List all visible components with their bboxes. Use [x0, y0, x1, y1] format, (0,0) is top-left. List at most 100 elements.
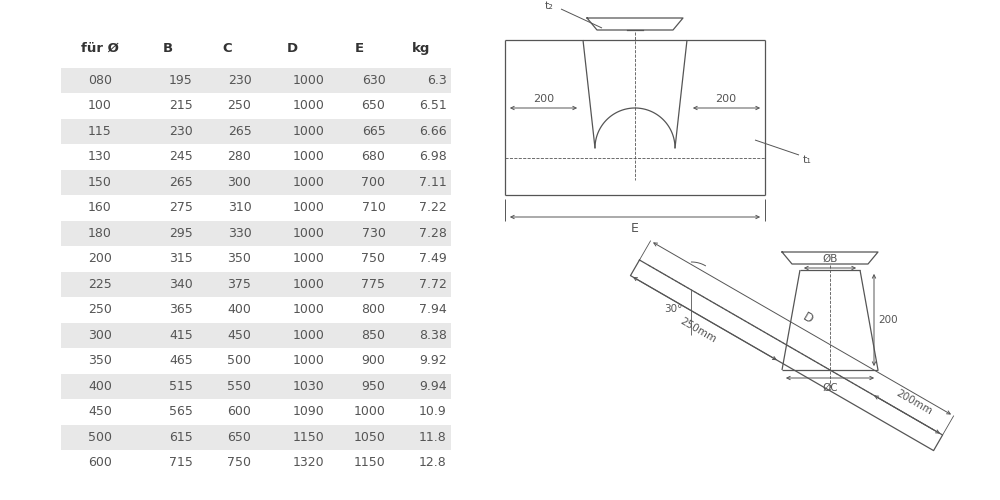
Text: 275: 275 — [169, 201, 193, 214]
FancyBboxPatch shape — [61, 170, 451, 195]
FancyBboxPatch shape — [61, 424, 451, 450]
Text: 1000: 1000 — [292, 278, 324, 291]
Text: 465: 465 — [169, 354, 193, 367]
Text: 1000: 1000 — [292, 354, 324, 367]
Text: 365: 365 — [169, 303, 193, 316]
Text: 230: 230 — [228, 74, 251, 87]
Text: E: E — [631, 222, 639, 234]
Text: 750: 750 — [361, 252, 385, 265]
Text: 1000: 1000 — [292, 201, 324, 214]
Text: 775: 775 — [361, 278, 385, 291]
Text: 550: 550 — [227, 380, 251, 393]
Text: 1150: 1150 — [354, 456, 385, 469]
Text: 180: 180 — [88, 227, 112, 240]
Text: 500: 500 — [88, 430, 112, 444]
Text: 7.28: 7.28 — [419, 227, 447, 240]
Text: 800: 800 — [361, 303, 385, 316]
Text: 1000: 1000 — [292, 227, 324, 240]
Text: ØC: ØC — [822, 383, 838, 393]
Text: 115: 115 — [88, 124, 112, 138]
Text: 340: 340 — [169, 278, 193, 291]
Text: 730: 730 — [362, 227, 385, 240]
Text: 200: 200 — [878, 315, 898, 325]
Text: 1090: 1090 — [293, 405, 324, 418]
Text: 1000: 1000 — [292, 176, 324, 188]
Text: 400: 400 — [88, 380, 112, 393]
Text: 350: 350 — [228, 252, 251, 265]
Text: 295: 295 — [169, 227, 193, 240]
Text: 230: 230 — [169, 124, 193, 138]
Text: C: C — [222, 42, 232, 55]
Text: 710: 710 — [362, 201, 385, 214]
Text: 7.49: 7.49 — [419, 252, 447, 265]
Text: 1050: 1050 — [354, 430, 385, 444]
Text: 245: 245 — [169, 150, 193, 164]
Text: 615: 615 — [169, 430, 193, 444]
Text: 1000: 1000 — [292, 303, 324, 316]
FancyBboxPatch shape — [61, 68, 451, 93]
Text: 100: 100 — [88, 99, 112, 112]
Text: kg: kg — [411, 42, 430, 55]
Text: 1000: 1000 — [292, 124, 324, 138]
Text: 195: 195 — [169, 74, 193, 87]
Text: 350: 350 — [88, 354, 112, 367]
Text: 9.94: 9.94 — [419, 380, 447, 393]
Text: 750: 750 — [227, 456, 251, 469]
Text: t₂: t₂ — [545, 1, 553, 11]
Text: 1150: 1150 — [293, 430, 324, 444]
Text: 450: 450 — [228, 329, 251, 342]
Text: 12.8: 12.8 — [419, 456, 447, 469]
Text: 330: 330 — [228, 227, 251, 240]
Text: 700: 700 — [361, 176, 385, 188]
Text: 600: 600 — [88, 456, 112, 469]
Text: 850: 850 — [361, 329, 385, 342]
Text: 280: 280 — [228, 150, 251, 164]
Text: ØB: ØB — [822, 254, 838, 264]
Text: 650: 650 — [362, 99, 385, 112]
Text: 225: 225 — [88, 278, 112, 291]
Text: 300: 300 — [228, 176, 251, 188]
Text: 200mm: 200mm — [894, 388, 934, 416]
Text: 400: 400 — [228, 303, 251, 316]
Text: 415: 415 — [169, 329, 193, 342]
Text: 680: 680 — [362, 150, 385, 164]
Text: 715: 715 — [169, 456, 193, 469]
Text: D: D — [801, 310, 815, 326]
Text: 375: 375 — [228, 278, 251, 291]
Text: 10.9: 10.9 — [419, 405, 447, 418]
Text: E: E — [355, 42, 364, 55]
Text: 1000: 1000 — [292, 74, 324, 87]
FancyBboxPatch shape — [61, 220, 451, 246]
Text: 515: 515 — [169, 380, 193, 393]
Text: 6.51: 6.51 — [419, 99, 447, 112]
Text: t₁: t₁ — [803, 155, 811, 165]
Text: 1320: 1320 — [293, 456, 324, 469]
Text: 8.38: 8.38 — [419, 329, 447, 342]
Text: 315: 315 — [169, 252, 193, 265]
Text: 1000: 1000 — [292, 252, 324, 265]
Text: 30°: 30° — [664, 304, 683, 314]
Text: 600: 600 — [228, 405, 251, 418]
FancyBboxPatch shape — [61, 118, 451, 144]
Text: 080: 080 — [88, 74, 112, 87]
Text: 450: 450 — [88, 405, 112, 418]
Text: 200: 200 — [88, 252, 112, 265]
Text: 160: 160 — [88, 201, 112, 214]
Text: 11.8: 11.8 — [419, 430, 447, 444]
Text: 215: 215 — [169, 99, 193, 112]
Text: 565: 565 — [169, 405, 193, 418]
Text: 7.72: 7.72 — [419, 278, 447, 291]
Text: D: D — [287, 42, 298, 55]
Text: 250: 250 — [228, 99, 251, 112]
Text: 7.11: 7.11 — [419, 176, 447, 188]
Text: 650: 650 — [228, 430, 251, 444]
Text: 6.66: 6.66 — [419, 124, 447, 138]
Text: 950: 950 — [362, 380, 385, 393]
FancyBboxPatch shape — [61, 272, 451, 297]
FancyBboxPatch shape — [61, 322, 451, 348]
Text: 1000: 1000 — [354, 405, 385, 418]
Text: 6.3: 6.3 — [427, 74, 447, 87]
Text: 500: 500 — [227, 354, 251, 367]
Text: 300: 300 — [88, 329, 112, 342]
Text: B: B — [163, 42, 173, 55]
